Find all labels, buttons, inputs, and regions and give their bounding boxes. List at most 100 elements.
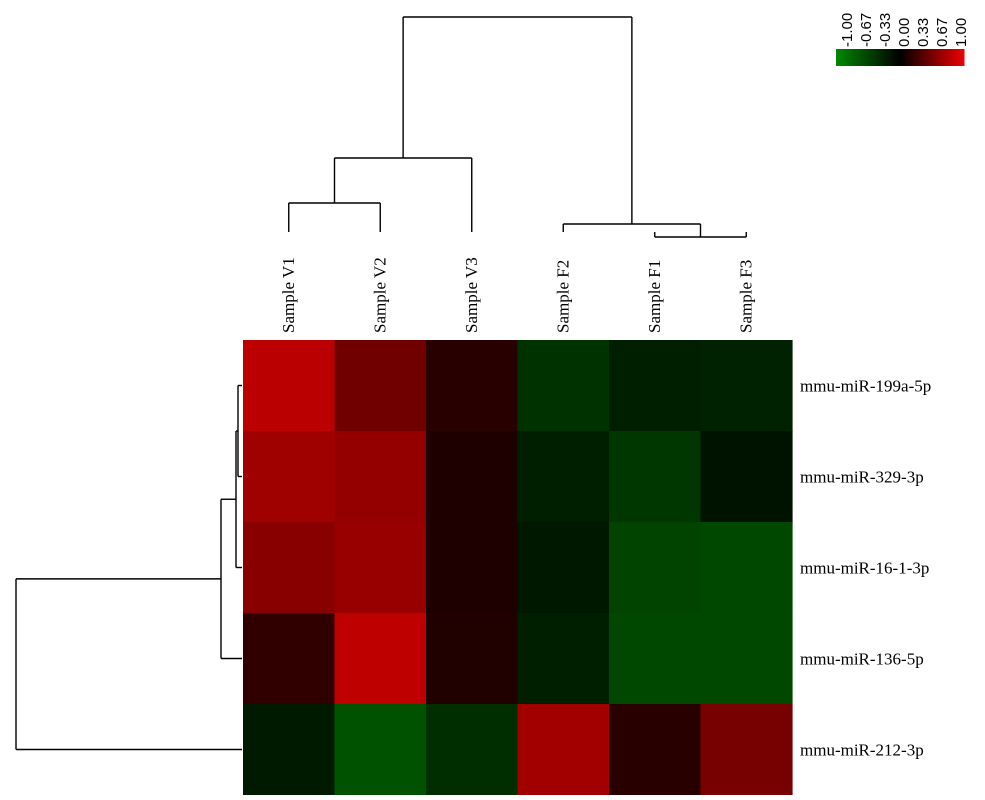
heatmap-cell xyxy=(243,431,336,523)
legend-tick-label: 0.33 xyxy=(915,18,932,47)
heatmap-cell xyxy=(700,704,793,796)
legend-gradient-step xyxy=(948,49,952,66)
legend-gradient-step xyxy=(884,49,888,66)
heatmap-cell xyxy=(517,522,610,614)
legend-gradient-step xyxy=(913,49,917,66)
row-label: mmu-miR-212-3p xyxy=(800,741,924,760)
legend-gradient-step xyxy=(958,49,962,66)
legend-tick-label: 0.67 xyxy=(934,18,951,47)
legend-gradient-step xyxy=(894,49,898,66)
legend-gradient-step xyxy=(844,49,848,66)
heatmap-cell xyxy=(334,704,427,796)
legend-gradient-step xyxy=(860,49,864,66)
legend-gradient-step xyxy=(926,49,930,66)
legend-gradient-step xyxy=(881,49,885,66)
heatmap-cell xyxy=(243,522,336,614)
column-label: Sample F1 xyxy=(645,260,664,333)
column-label: Sample V1 xyxy=(279,257,298,333)
legend-gradient-step xyxy=(905,49,909,66)
heatmap-cells xyxy=(243,340,793,796)
legend-gradient-step xyxy=(910,49,914,66)
legend-gradient-step xyxy=(889,49,893,66)
heatmap-cell xyxy=(334,613,427,705)
legend-gradient-step xyxy=(902,49,906,66)
heatmap-cell xyxy=(334,431,427,523)
legend-gradient-step xyxy=(934,49,938,66)
legend-gradient-step xyxy=(849,49,853,66)
row-label: mmu-miR-199a-5p xyxy=(800,377,931,396)
column-label: Sample F2 xyxy=(553,260,572,333)
legend-gradient-step xyxy=(924,49,928,66)
heatmap-cell xyxy=(426,340,519,432)
legend-gradient-step xyxy=(929,49,933,66)
legend-tick-label: -0.33 xyxy=(877,13,894,47)
column-labels: Sample V1 Sample V2 Sample V3 Sample F2 Samp… xyxy=(279,257,756,333)
row-label: mmu-miR-136-5p xyxy=(800,650,924,669)
heatmap-cell xyxy=(334,340,427,432)
legend-tick-label: -0.67 xyxy=(858,13,875,47)
legend-gradient-step xyxy=(886,49,890,66)
legend-gradient-step xyxy=(937,49,941,66)
legend-gradient-step xyxy=(908,49,912,66)
heatmap-cell xyxy=(243,613,336,705)
heatmap-cell xyxy=(426,704,519,796)
row-dendrogram xyxy=(15,384,242,751)
legend-gradient-step xyxy=(932,49,936,66)
legend-gradient-step xyxy=(865,49,869,66)
color-legend: -1.00 -0.67 -0.33 0.00 0.33 0.67 1.00 xyxy=(836,13,970,66)
legend-gradient-step xyxy=(940,49,944,66)
legend-gradient-step xyxy=(953,49,957,66)
legend-gradient-step xyxy=(852,49,856,66)
heatmap-cell xyxy=(426,613,519,705)
legend-gradient-step xyxy=(873,49,877,66)
heatmap-cell xyxy=(517,340,610,432)
heatmap-cell xyxy=(609,704,702,796)
legend-gradient-step xyxy=(846,49,850,66)
legend-gradient-step xyxy=(921,49,925,66)
legend-gradient-step xyxy=(956,49,960,66)
legend-gradient-step xyxy=(854,49,858,66)
heatmap-cell xyxy=(700,522,793,614)
heatmap-cell xyxy=(517,431,610,523)
heatmap-cell xyxy=(700,431,793,523)
legend-tick-label: -1.00 xyxy=(839,13,856,47)
legend-gradient-step xyxy=(870,49,874,66)
legend-gradient-step xyxy=(961,49,965,66)
heatmap-cell xyxy=(700,340,793,432)
legend-gradient-step xyxy=(857,49,861,66)
heatmap-cell xyxy=(243,340,336,432)
row-label: mmu-miR-329-3p xyxy=(800,468,924,487)
legend-gradient-step xyxy=(916,49,920,66)
heatmap-cell xyxy=(609,613,702,705)
legend-tick-label: 1.00 xyxy=(953,18,970,47)
legend-gradient-step xyxy=(862,49,866,66)
heatmap-cell xyxy=(243,704,336,796)
legend-gradient-step xyxy=(868,49,872,66)
legend-gradient-step xyxy=(918,49,922,66)
heatmap-cell xyxy=(517,613,610,705)
legend-gradient-step xyxy=(900,49,904,66)
legend-gradient-step xyxy=(841,49,845,66)
legend-gradient-step xyxy=(838,49,842,66)
legend-gradient-step xyxy=(836,49,840,66)
heatmap-cell xyxy=(517,704,610,796)
legend-gradient-step xyxy=(950,49,954,66)
legend-gradient-step xyxy=(945,49,949,66)
heatmap-cell xyxy=(700,613,793,705)
heatmap-cell xyxy=(426,522,519,614)
row-label: mmu-miR-16-1-3p xyxy=(800,559,929,578)
column-label: Sample F3 xyxy=(736,260,755,333)
heatmap-cell xyxy=(426,431,519,523)
column-dendrogram xyxy=(288,16,747,238)
legend-tick-label: 0.00 xyxy=(896,18,913,47)
heatmap-cell xyxy=(609,340,702,432)
legend-gradient-step xyxy=(878,49,882,66)
heatmap-cell xyxy=(609,522,702,614)
legend-gradient-step xyxy=(876,49,880,66)
legend-gradient-step xyxy=(892,49,896,66)
heatmap-cell xyxy=(334,522,427,614)
legend-gradient-step xyxy=(942,49,946,66)
column-label: Sample V3 xyxy=(462,257,481,333)
